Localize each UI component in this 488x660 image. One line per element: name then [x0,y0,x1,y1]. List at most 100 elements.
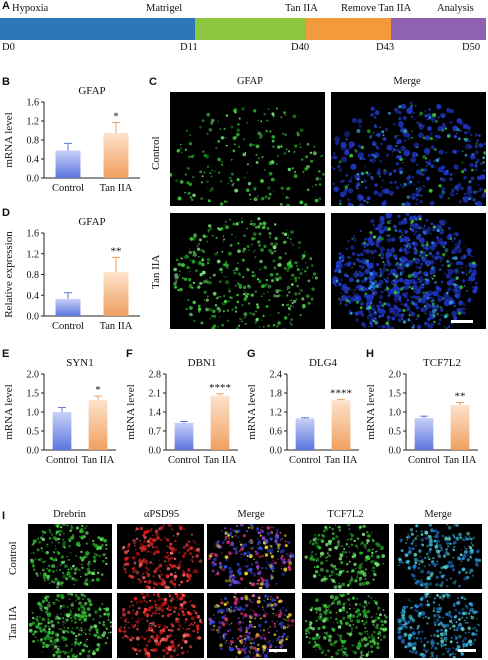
micro-c-control-merge [331,92,486,206]
y-tick-label: 0.4 [27,155,40,166]
panel-i-col-title-drebrin: Drebrin [53,509,86,520]
significance-marker: **** [209,382,231,394]
chart-g: 0.0 0.6 1.2 1.8 2.4 mRNA level DLG4 Control Tan … [246,357,359,466]
bar-control [414,418,434,450]
y-axis-label: mRNA level [3,112,15,167]
timeline-segment-remove [391,18,486,40]
bar-control [55,298,81,316]
significance-marker: ** [111,245,122,257]
y-tick-label: 1.8 [270,389,283,400]
y-tick-label: 1.2 [27,117,40,128]
x-tick-label: Control [408,455,440,466]
panel-label-d: D [2,207,10,219]
y-tick-label: 1.6 [27,98,40,109]
timeline-segment-matrigel [195,18,306,40]
x-tick-label: Tan IIA [100,183,133,194]
panel-label-a: A [2,0,10,12]
y-tick-label: 0.0 [27,174,40,185]
y-tick-label: 2.1 [149,389,162,400]
timeline-label-taniia: Tan IIA [285,3,318,14]
micro-i-control-drebrin [28,524,112,589]
panel-i-col-title-merge2: Merge [424,509,452,520]
chart-h: 0.0 0.5 1.0 1.5 2.0 mRNA level TCF7L2 Control Ta… [365,357,478,466]
bar-control [174,422,194,450]
y-tick-label: 0.0 [27,312,40,323]
panel-c-row-label-control: Control [150,136,162,170]
chart-title: DLG4 [309,357,338,369]
micro-i-taniia-drebrin [28,593,112,658]
panel-i-col-title-merge1: Merge [237,509,265,520]
bar-control [52,412,72,450]
y-tick-label: 0.5 [27,427,40,438]
bar-control [55,150,81,178]
timeline-day-d43: D43 [376,42,395,53]
chart-title: GFAP [78,85,105,97]
y-tick-label: 2.4 [270,370,283,381]
panel-label-i: I [2,510,6,522]
y-tick-label: 1.0 [389,408,402,419]
y-tick-label: 1.0 [27,408,40,419]
y-axis-label: mRNA level [125,384,137,439]
timeline-day-d11: D11 [180,42,198,53]
panel-c-row-label-taniia: Tan IIA [150,254,162,289]
micro-c-control-gfap [170,92,325,206]
bar-taniia [103,132,129,178]
bar-taniia [88,399,108,450]
timeline-day-d0: D0 [2,42,15,53]
x-tick-label: Tan IIA [82,455,115,466]
significance-marker: **** [330,387,352,399]
micro-c-taniia-gfap [170,213,325,329]
panel-i-row-label-taniia: Tan IIA [7,605,19,640]
bar-taniia [103,271,129,316]
y-tick-label: 0.0 [27,446,40,457]
scale-bar-i1 [269,649,287,652]
x-tick-label: Tan IIA [100,321,133,332]
micro-i-taniia-merge [207,593,295,658]
y-tick-label: 1.2 [270,408,283,419]
y-axis-label: mRNA level [3,384,15,439]
y-tick-label: 0.8 [27,270,40,281]
chart-b: 0.0 0.4 0.8 1.2 1.6 mRNA level GFAP Control Tan … [3,85,140,194]
significance-marker: * [113,110,119,122]
significance-marker: * [95,384,101,396]
timeline-label-matrigel: Matrigel [146,3,183,14]
scale-bar-i2 [458,649,476,652]
chart-title: DBN1 [188,357,217,369]
y-tick-label: 0.0 [389,446,402,457]
bar-taniia [450,405,470,450]
micro-i-control-tcf7l2 [302,524,389,589]
panel-label-b: B [2,76,10,88]
y-tick-label: 2.8 [149,370,162,381]
micro-i-control-merge2 [394,524,482,589]
timeline-label-hypoxia: Hypoxia [12,3,49,14]
y-tick-label: 1.2 [27,249,40,260]
y-axis-label: mRNA level [246,384,258,439]
significance-marker: ** [455,391,466,403]
x-tick-label: Tan IIA [444,455,477,466]
y-tick-label: 0.7 [149,427,162,438]
panel-label-e: E [2,348,10,360]
timeline-label-analysis: Analysis [437,3,474,14]
y-tick-label: 1.5 [389,389,402,400]
y-tick-label: 2.0 [389,370,402,381]
micro-i-control-merge [207,524,295,589]
panel-c-col-title-gfap: GFAP [236,76,264,87]
y-tick-label: 0.8 [27,136,40,147]
y-tick-label: 1.6 [27,229,40,240]
panel-label-g: G [247,348,256,360]
chart-f: 0.0 0.7 1.4 2.1 2.8 mRNA level DBN1 Control Tan … [125,357,238,466]
scale-bar-c [451,320,473,323]
bar-taniia [210,395,230,450]
y-tick-label: 2.0 [27,370,40,381]
y-tick-label: 0.0 [149,446,162,457]
timeline-segment-taniia [306,18,391,40]
bar-control [295,418,315,450]
panel-i-col-title-tcf7l2: TCF7L2 [327,509,364,520]
chart-title: TCF7L2 [423,357,461,369]
panel-i-row-label-control: Control [7,541,19,575]
x-tick-label: Tan IIA [204,455,237,466]
panel-i-col-title-psd95: αPSD95 [143,509,180,520]
chart-title: SYN1 [66,357,94,369]
y-tick-label: 0.0 [270,446,283,457]
x-tick-label: Tan IIA [325,455,358,466]
